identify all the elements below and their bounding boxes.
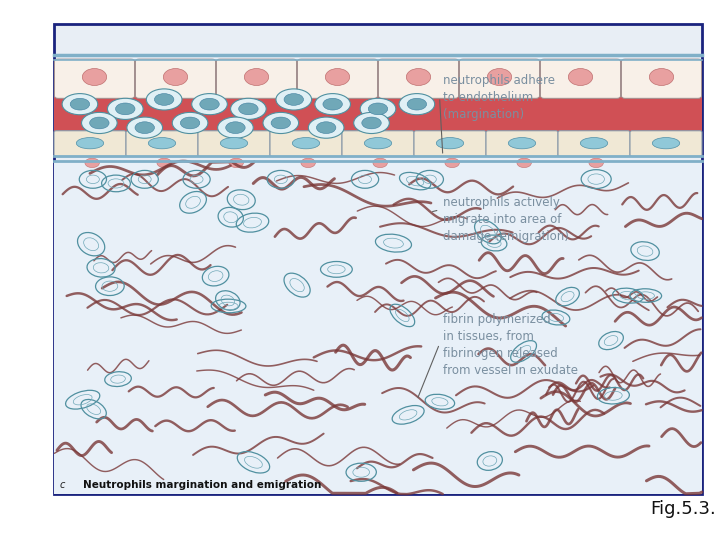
Ellipse shape [308, 117, 344, 138]
Ellipse shape [517, 158, 531, 167]
Ellipse shape [354, 112, 390, 133]
Ellipse shape [62, 93, 98, 114]
Text: Fig.5.3.: Fig.5.3. [651, 501, 716, 518]
FancyBboxPatch shape [270, 131, 342, 157]
Ellipse shape [220, 138, 248, 149]
Ellipse shape [373, 158, 387, 167]
Ellipse shape [580, 138, 608, 149]
Ellipse shape [90, 117, 109, 129]
FancyBboxPatch shape [217, 59, 297, 98]
Ellipse shape [568, 69, 593, 85]
Ellipse shape [244, 69, 269, 85]
Ellipse shape [408, 98, 427, 110]
FancyBboxPatch shape [459, 59, 539, 98]
FancyBboxPatch shape [198, 131, 270, 157]
Ellipse shape [192, 93, 228, 114]
Ellipse shape [276, 89, 312, 110]
Ellipse shape [284, 93, 304, 105]
Ellipse shape [135, 122, 154, 133]
Ellipse shape [652, 138, 680, 149]
Ellipse shape [361, 117, 382, 129]
Ellipse shape [508, 138, 536, 149]
Ellipse shape [70, 98, 89, 110]
Ellipse shape [146, 89, 182, 110]
Ellipse shape [436, 138, 464, 149]
FancyBboxPatch shape [126, 131, 198, 157]
FancyBboxPatch shape [486, 131, 558, 157]
FancyBboxPatch shape [342, 131, 414, 157]
Ellipse shape [292, 138, 320, 149]
Ellipse shape [323, 98, 343, 110]
Ellipse shape [199, 98, 219, 110]
FancyBboxPatch shape [55, 59, 135, 98]
Ellipse shape [229, 158, 243, 167]
Ellipse shape [148, 138, 176, 149]
Text: fibrin polymerized
in tissues, from
fibrinogen released
from vessel in exudate: fibrin polymerized in tissues, from fibr… [443, 313, 578, 377]
Ellipse shape [107, 98, 143, 119]
Ellipse shape [263, 112, 299, 133]
Ellipse shape [85, 158, 99, 167]
FancyBboxPatch shape [54, 131, 126, 157]
Ellipse shape [82, 69, 107, 85]
Ellipse shape [127, 117, 163, 138]
Ellipse shape [155, 93, 174, 105]
FancyBboxPatch shape [297, 59, 377, 98]
Text: neutrophils actively
migrate into area of
damage (emigration): neutrophils actively migrate into area o… [443, 196, 569, 243]
Bar [54, 160, 702, 494]
Text: Neutrophils margination and emigration: Neutrophils margination and emigration [84, 481, 322, 490]
Ellipse shape [317, 122, 336, 133]
Bar [54, 59, 702, 134]
Ellipse shape [589, 158, 603, 167]
Ellipse shape [315, 93, 351, 114]
Ellipse shape [368, 103, 388, 114]
FancyBboxPatch shape [630, 131, 702, 157]
Ellipse shape [181, 117, 200, 129]
Ellipse shape [406, 69, 431, 85]
FancyBboxPatch shape [414, 131, 486, 157]
Ellipse shape [226, 122, 246, 133]
Ellipse shape [217, 117, 253, 138]
Ellipse shape [271, 117, 291, 129]
Ellipse shape [399, 93, 435, 114]
Ellipse shape [239, 103, 258, 114]
FancyBboxPatch shape [621, 59, 701, 98]
Ellipse shape [649, 69, 674, 85]
Text: c: c [59, 481, 65, 490]
Ellipse shape [364, 138, 392, 149]
Ellipse shape [157, 158, 171, 167]
Ellipse shape [172, 112, 208, 133]
FancyBboxPatch shape [558, 131, 630, 157]
Ellipse shape [76, 138, 104, 149]
Ellipse shape [325, 69, 350, 85]
FancyBboxPatch shape [379, 59, 459, 98]
Text: neutrophils adhere
to endothelium
(margination): neutrophils adhere to endothelium (margi… [443, 73, 555, 120]
Ellipse shape [445, 158, 459, 167]
Ellipse shape [301, 158, 315, 167]
Ellipse shape [487, 69, 512, 85]
Ellipse shape [360, 98, 396, 119]
Ellipse shape [163, 69, 188, 85]
Ellipse shape [81, 112, 117, 133]
Bar [54, 24, 702, 494]
Ellipse shape [115, 103, 135, 114]
Ellipse shape [230, 98, 266, 119]
FancyBboxPatch shape [135, 59, 215, 98]
FancyBboxPatch shape [541, 59, 621, 98]
